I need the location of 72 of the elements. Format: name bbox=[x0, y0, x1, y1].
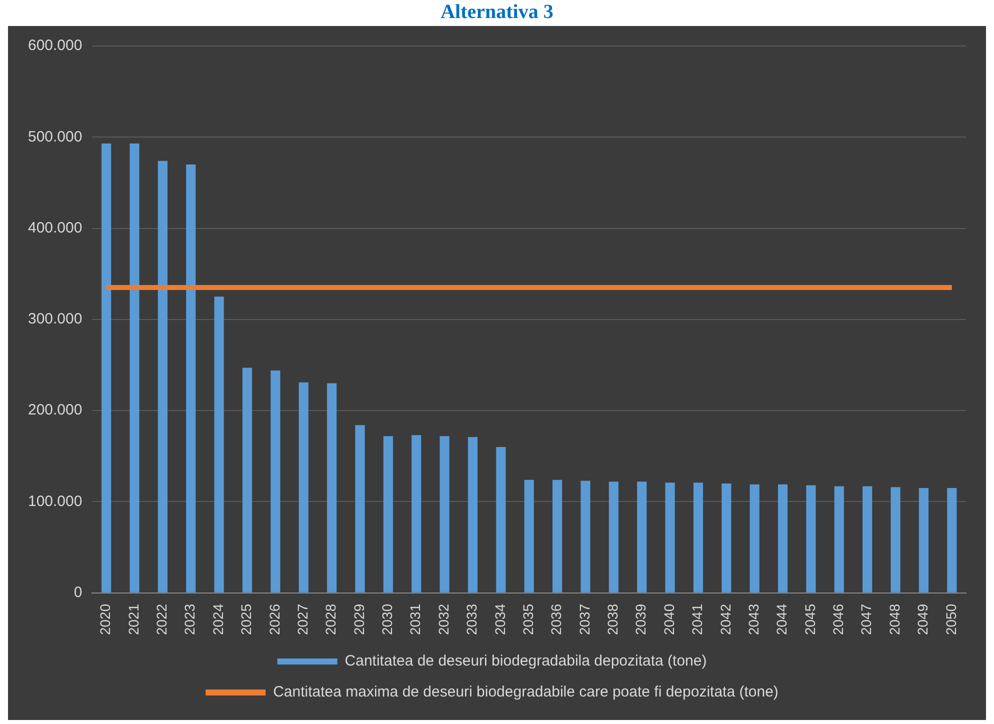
bar bbox=[637, 482, 647, 592]
x-tick-label: 2029 bbox=[350, 604, 367, 636]
y-tick-label: 200.000 bbox=[28, 402, 82, 419]
bar bbox=[665, 482, 675, 592]
x-tick-label: 2045 bbox=[802, 604, 818, 636]
x-tick-label: 2039 bbox=[632, 604, 649, 636]
x-tick-label: 2031 bbox=[407, 604, 424, 636]
x-tick-label: 2037 bbox=[576, 604, 592, 636]
x-tick-label: 2034 bbox=[492, 604, 508, 636]
bar bbox=[806, 485, 816, 592]
x-tick-label: 2043 bbox=[745, 604, 762, 636]
bar bbox=[270, 370, 280, 592]
x-tick-label: 2035 bbox=[520, 604, 536, 636]
x-tick-label: 2028 bbox=[322, 604, 339, 636]
x-tick-label: 2044 bbox=[774, 604, 790, 636]
x-tick-label: 2032 bbox=[435, 604, 452, 636]
x-tick-label: 2040 bbox=[660, 604, 677, 636]
y-tick-label: 400.000 bbox=[28, 219, 82, 236]
x-tick-label: 2023 bbox=[182, 604, 198, 636]
y-tick-label: 500.000 bbox=[28, 128, 82, 146]
bar bbox=[355, 425, 365, 592]
bar bbox=[947, 488, 957, 592]
bar bbox=[412, 435, 422, 592]
bar bbox=[158, 160, 168, 592]
y-tick-label: 0 bbox=[74, 584, 82, 601]
bar bbox=[918, 488, 929, 592]
bar bbox=[693, 482, 704, 592]
x-tick-label: 2021 bbox=[125, 604, 142, 636]
y-tick-label: 300.000 bbox=[28, 310, 82, 328]
x-tick-label: 2048 bbox=[886, 604, 902, 636]
bar bbox=[298, 382, 308, 592]
x-tick-label: 2041 bbox=[689, 604, 706, 636]
bar bbox=[750, 484, 760, 592]
bar bbox=[214, 296, 224, 592]
x-tick-label: 2026 bbox=[266, 604, 282, 636]
bar bbox=[580, 480, 590, 592]
legend-label: Cantitatea maxima de deseuri biodegradabile care poate fi depozitata (tone) bbox=[273, 684, 778, 701]
bar bbox=[834, 486, 844, 592]
x-tick-label: 2050 bbox=[942, 604, 959, 636]
x-tick-label: 2027 bbox=[294, 604, 310, 636]
x-tick-label: 2024 bbox=[210, 604, 226, 636]
bar bbox=[242, 368, 252, 592]
bar bbox=[327, 383, 337, 592]
y-tick-label: 600.000 bbox=[28, 37, 82, 54]
bar bbox=[102, 144, 112, 592]
x-tick-label: 2047 bbox=[858, 604, 874, 636]
bar bbox=[383, 436, 393, 592]
y-tick-label: 100.000 bbox=[28, 492, 82, 510]
x-tick-label: 2038 bbox=[604, 604, 621, 636]
bar bbox=[186, 164, 196, 592]
x-tick-label: 2022 bbox=[154, 604, 170, 636]
bar bbox=[890, 487, 900, 592]
x-tick-label: 2025 bbox=[238, 604, 254, 636]
bar bbox=[440, 436, 450, 592]
x-tick-label: 2036 bbox=[548, 604, 564, 636]
x-tick-label: 2046 bbox=[830, 604, 846, 636]
bar bbox=[778, 484, 788, 592]
chart-title: Alternativa 3 bbox=[440, 0, 554, 25]
x-tick-label: 2030 bbox=[379, 604, 396, 636]
x-tick-label: 2033 bbox=[464, 604, 480, 636]
bar bbox=[722, 483, 732, 592]
bar bbox=[608, 482, 618, 592]
bar bbox=[524, 480, 534, 592]
x-tick-label: 2020 bbox=[97, 604, 114, 636]
x-tick-label: 2049 bbox=[914, 604, 931, 636]
bar bbox=[552, 480, 562, 592]
bar bbox=[496, 447, 506, 592]
bar bbox=[862, 486, 872, 592]
x-tick-label: 2042 bbox=[717, 604, 734, 636]
bar bbox=[130, 144, 140, 592]
legend-label: Cantitatea de deseuri biodegradabila depozitata (tone) bbox=[344, 652, 707, 670]
bar bbox=[468, 437, 478, 592]
